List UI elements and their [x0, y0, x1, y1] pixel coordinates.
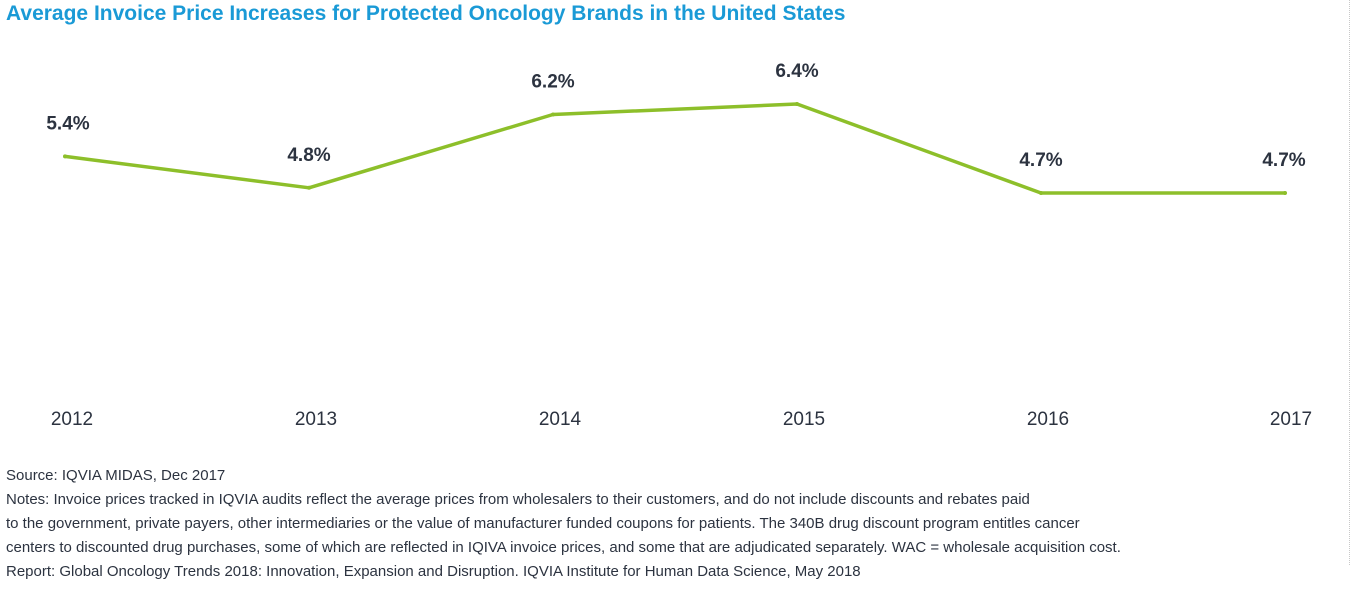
data-point-2017 [1283, 191, 1287, 195]
data-label-2013: 4.8% [287, 145, 330, 166]
report-note: Report: Global Oncology Trends 2018: Inn… [6, 563, 861, 580]
x-tick-label-2012: 2012 [51, 409, 93, 430]
data-point-2013 [307, 185, 311, 190]
x-tick-label-2015: 2015 [783, 409, 825, 430]
data-label-2015: 6.4% [775, 61, 818, 82]
x-axis-ticks: 2012 2013 2014 2015 2016 2017 [51, 409, 1312, 430]
data-label-2017: 4.7% [1262, 150, 1305, 171]
data-label-2012: 5.4% [46, 113, 89, 134]
data-label-2014: 6.2% [531, 72, 574, 93]
x-tick-label-2016: 2016 [1027, 409, 1069, 430]
notes-line-2: to the government, private payers, other… [6, 515, 1080, 532]
x-tick-label-2017: 2017 [1270, 409, 1312, 430]
data-point-2015 [795, 102, 799, 106]
x-tick-label-2014: 2014 [539, 409, 582, 430]
notes-block: Notes: Invoice prices tracked in IQVIA a… [6, 488, 1348, 560]
notes-line-3: centers to discounted drug purchases, so… [6, 539, 1121, 556]
data-point-2016 [1039, 191, 1043, 195]
series-line-group [63, 102, 1287, 195]
data-point-2012 [63, 154, 67, 159]
data-point-2014 [551, 112, 555, 117]
series-line [63, 102, 1287, 195]
source-note: Source: IQVIA MIDAS, Dec 2017 [6, 467, 226, 484]
x-tick-label-2013: 2013 [295, 409, 337, 430]
chart-title: Average Invoice Price Increases for Prot… [6, 2, 846, 25]
footnotes: Source: IQVIA MIDAS, Dec 2017 Notes: Inv… [6, 464, 1348, 584]
data-labels-group: 5.4% 4.8% 6.2% 6.4% 4.7% 4.7% [46, 61, 1305, 171]
dotted-divider [1349, 0, 1350, 565]
data-label-2016: 4.7% [1019, 150, 1062, 171]
line-chart: 5.4%4.8%6.2% 6.4%4.7% 4.7% 2012 2013 2014 201… [46, 61, 1312, 430]
notes-line-1: Notes: Invoice prices tracked in IQVIA a… [6, 491, 1030, 508]
